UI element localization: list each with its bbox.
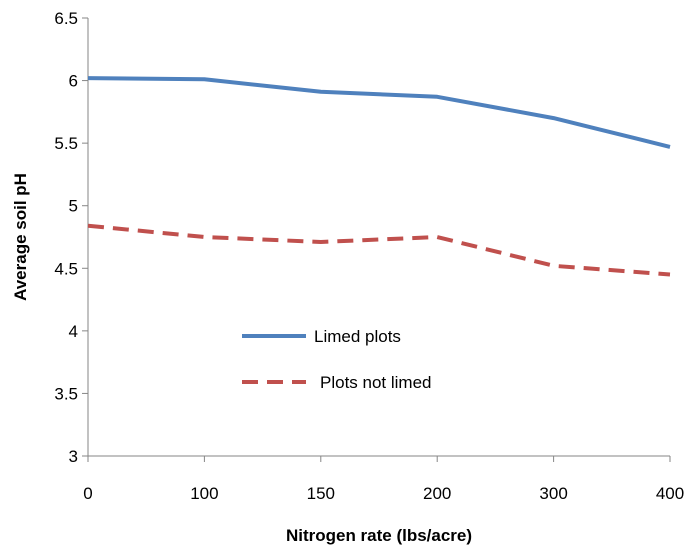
x-tick-label: 400 (656, 484, 684, 503)
x-axis-title: Nitrogen rate (lbs/acre) (286, 526, 472, 545)
plot-axes (87, 18, 670, 457)
legend-label-limed-plots: Limed plots (314, 327, 401, 346)
y-tick-label: 3.5 (54, 384, 78, 403)
y-tick-label: 4.5 (54, 259, 78, 278)
y-tick-label: 3 (69, 447, 78, 466)
y-tick-label: 5 (69, 197, 78, 216)
x-tick-label: 300 (539, 484, 567, 503)
y-axis-ticks: 3 3.5 4 4.5 5 5.5 6 6.5 (54, 9, 88, 466)
y-tick-label: 4 (69, 322, 78, 341)
x-tick-label: 0 (83, 484, 92, 503)
legend-label-plots-not-limed: Plots not limed (320, 373, 432, 392)
series-layer (87, 76, 671, 277)
x-tick-label: 200 (423, 484, 451, 503)
series-line-plots-not-limed (87, 223, 671, 277)
legend: Limed plots Plots not limed (242, 327, 432, 392)
series-line-limed-plots (87, 76, 671, 149)
y-tick-label: 6 (69, 72, 78, 91)
y-axis-title: Average soil pH (11, 173, 30, 301)
y-tick-label: 6.5 (54, 9, 78, 28)
x-tick-label: 150 (307, 484, 335, 503)
y-tick-label: 5.5 (54, 134, 78, 153)
x-axis-ticks: 0 100 150 200 300 400 (83, 456, 684, 503)
x-tick-label: 100 (190, 484, 218, 503)
